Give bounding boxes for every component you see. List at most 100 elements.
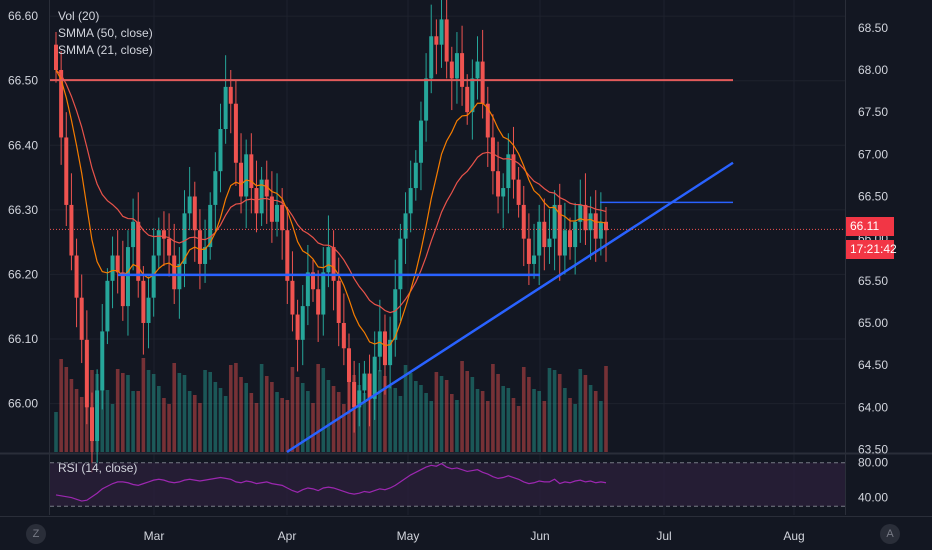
candle-body [249, 154, 254, 189]
volume-bar [408, 373, 413, 452]
volume-bar [455, 400, 459, 452]
volume-bar [69, 379, 74, 452]
smma21-indicator-label[interactable]: SMMA (21, close) [58, 43, 153, 57]
volume-bar [362, 393, 367, 452]
candle-body [516, 179, 521, 205]
volume-bar [172, 363, 177, 452]
left-axis-tick-label: 66.00 [8, 397, 38, 411]
candle-body [532, 255, 537, 264]
candle-body [146, 297, 151, 323]
candle-body [125, 247, 130, 307]
candle-body [79, 297, 84, 340]
candle-body [259, 179, 264, 214]
candle-body [95, 390, 100, 442]
volume-bar [496, 374, 500, 452]
candle-body [434, 36, 439, 45]
candle-body [465, 86, 470, 113]
rsi-band [50, 462, 845, 507]
volume-bar [578, 369, 583, 452]
volume-bar [187, 391, 192, 452]
volume-bar [527, 377, 531, 452]
volume-bar [239, 377, 243, 452]
vol-indicator-label[interactable]: Vol (20) [58, 9, 100, 23]
candle-body [290, 280, 295, 315]
candle-body [557, 204, 562, 256]
candle-body [480, 61, 485, 104]
candle-body [568, 230, 573, 248]
volume-bar [583, 375, 588, 452]
volume-bar [136, 391, 141, 452]
candle-body [547, 238, 552, 248]
candle-body [346, 348, 351, 383]
volume-bar [192, 395, 197, 452]
candle-body [244, 154, 249, 197]
candle-body [233, 103, 238, 163]
volume-bar [141, 358, 146, 452]
candle-body [192, 196, 197, 231]
volume-bar [280, 398, 284, 452]
smma50-indicator-label[interactable]: SMMA (50, close) [58, 26, 153, 40]
candle-body [295, 314, 300, 340]
volume-bar [449, 394, 454, 452]
candle-body [285, 230, 290, 281]
rsi-indicator-label[interactable]: RSI (14, close) [58, 461, 138, 475]
volume-bar [336, 392, 341, 452]
candle-body [54, 44, 58, 70]
candle-body [136, 221, 141, 281]
volume-bar [259, 364, 264, 452]
candle-body [269, 196, 274, 222]
volume-bar [460, 361, 464, 452]
volume-bar [480, 391, 485, 452]
volume-bar [403, 365, 408, 452]
candle-body [449, 61, 454, 79]
candle-body [89, 407, 94, 442]
candle-body [460, 53, 465, 87]
candle-body [475, 61, 480, 79]
candle-body [151, 255, 156, 298]
candle-body [239, 162, 244, 197]
volume-bar [254, 403, 259, 452]
candle-body [208, 204, 213, 248]
candle-body [403, 213, 408, 239]
candle-body [552, 204, 557, 239]
candle-body [311, 272, 316, 290]
volume-bar [521, 367, 526, 452]
time-axis-label: Apr [278, 529, 297, 543]
candle-body [213, 171, 218, 205]
candle-body [393, 289, 398, 340]
volume-bar [295, 377, 300, 452]
volume-bar [234, 363, 238, 452]
volume-bar [563, 388, 567, 452]
candle-body [578, 204, 583, 222]
candle-body [341, 322, 346, 349]
left-axis-tick-label: 66.10 [8, 332, 38, 346]
candle-body [105, 280, 110, 332]
smma21-line [55, 69, 607, 347]
volume-bar [532, 389, 536, 452]
time-axis-label: May [397, 529, 420, 543]
auto-scale-button[interactable]: A [880, 524, 900, 544]
candle-body [485, 103, 490, 138]
volume-bar [182, 375, 187, 452]
timezone-button[interactable]: Z [26, 524, 46, 544]
candle-body [362, 373, 367, 391]
candle-body [120, 272, 125, 307]
candle-body [59, 69, 64, 138]
volume-bar [429, 401, 434, 452]
volume-bar [79, 397, 84, 452]
candle-body [521, 204, 526, 239]
volume-bar [393, 388, 398, 452]
right-axis-tick-label: 68.00 [858, 63, 888, 77]
volume-bar [331, 386, 336, 452]
volume-bar [470, 377, 475, 452]
volume-bar [208, 372, 213, 452]
candle-body [352, 382, 357, 408]
right-axis-tick-label: 67.00 [858, 147, 888, 161]
countdown-badge: 17:21:42 [846, 240, 897, 259]
volume-bar [285, 400, 290, 452]
time-axis-label: Mar [144, 529, 165, 543]
volume-bar [439, 376, 444, 452]
candle-body [167, 238, 172, 256]
volume-bar [388, 386, 392, 452]
